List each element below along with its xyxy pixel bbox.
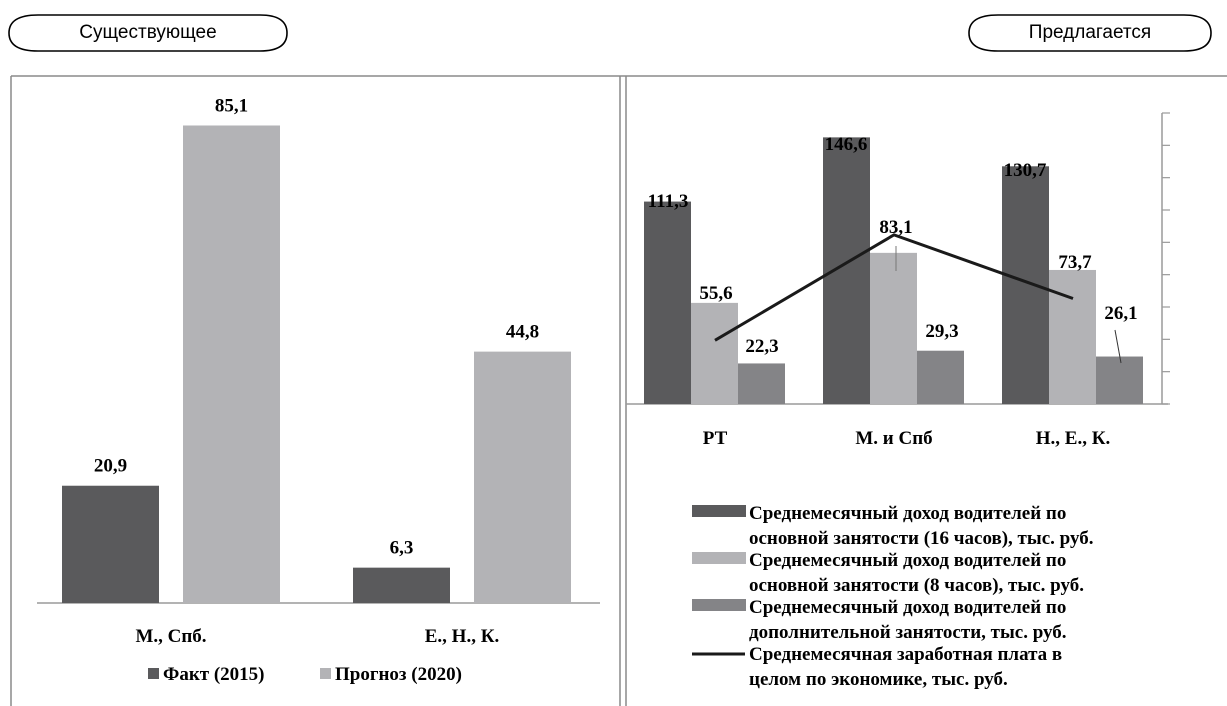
right-category-label: РТ xyxy=(703,428,728,449)
right-data-label: 83,1 xyxy=(879,217,912,238)
left-bar xyxy=(474,351,571,603)
existing-label-text: Существующее xyxy=(79,22,217,43)
proposed-pill-shape xyxy=(968,14,1212,52)
left-legend-label: Прогноз (2020) xyxy=(335,664,462,685)
right-data-label: 73,7 xyxy=(1058,252,1092,273)
left-category-label: Е., Н., К. xyxy=(425,626,499,647)
right-legend-label: целом по экономике, тыс. руб. xyxy=(749,669,1008,690)
right-legend-label: основной занятости (8 часов), тыс. руб. xyxy=(749,575,1084,596)
right-data-label: 55,6 xyxy=(699,283,732,304)
right-legend-swatch xyxy=(692,552,746,564)
proposed-label-text: Предлагается xyxy=(1028,22,1152,43)
left-bar xyxy=(62,485,159,603)
left-legend-swatch xyxy=(320,668,331,679)
right-legend-swatch xyxy=(692,505,746,517)
left-legend-label: Факт (2015) xyxy=(163,664,265,685)
left-data-label: 44,8 xyxy=(506,322,539,343)
right-data-label: 111,3 xyxy=(648,191,689,212)
right-bar xyxy=(1049,269,1096,404)
right-legend-swatch xyxy=(692,599,746,611)
right-legend-label: дополнительной занятости, тыс. руб. xyxy=(749,622,1067,643)
right-legend-label: Среднемесячная заработная плата в xyxy=(749,644,1062,665)
left-data-label: 85,1 xyxy=(215,95,248,116)
proposed-label: Предлагается xyxy=(968,14,1212,52)
left-category-label: М., Спб. xyxy=(135,626,206,647)
right-bar xyxy=(823,137,870,404)
left-data-label: 6,3 xyxy=(390,538,414,559)
right-line-series xyxy=(714,233,1074,342)
right-data-label: 22,3 xyxy=(745,336,778,357)
right-bar xyxy=(870,252,917,404)
right-leader-line xyxy=(1114,329,1122,364)
right-data-label: 26,1 xyxy=(1104,303,1137,324)
right-legend-label: Среднемесячный доход водителей по xyxy=(749,503,1066,524)
right-legend-label: Среднемесячный доход водителей по xyxy=(749,597,1066,618)
right-data-label: 29,3 xyxy=(925,321,958,342)
right-bar xyxy=(691,302,738,404)
right-bar xyxy=(917,350,964,404)
left-data-label: 20,9 xyxy=(94,456,127,477)
left-bar xyxy=(183,125,280,603)
existing-pill-shape xyxy=(8,14,288,52)
existing-label: Существующее xyxy=(8,14,288,52)
right-category-label: Н., Е., К. xyxy=(1036,428,1110,449)
right-category-label: М. и Спб xyxy=(855,428,932,449)
left-bar xyxy=(353,567,450,603)
right-data-label: 130,7 xyxy=(1004,160,1047,181)
right-bar xyxy=(644,201,691,404)
right-bar xyxy=(1002,166,1049,404)
right-legend-label: основной занятости (16 часов), тыс. руб. xyxy=(749,528,1093,549)
right-bar xyxy=(738,363,785,404)
right-data-label: 146,6 xyxy=(825,134,868,155)
left-legend-swatch xyxy=(148,668,159,679)
right-bar xyxy=(1096,356,1143,404)
right-legend-label: Среднемесячный доход водителей по xyxy=(749,550,1066,571)
